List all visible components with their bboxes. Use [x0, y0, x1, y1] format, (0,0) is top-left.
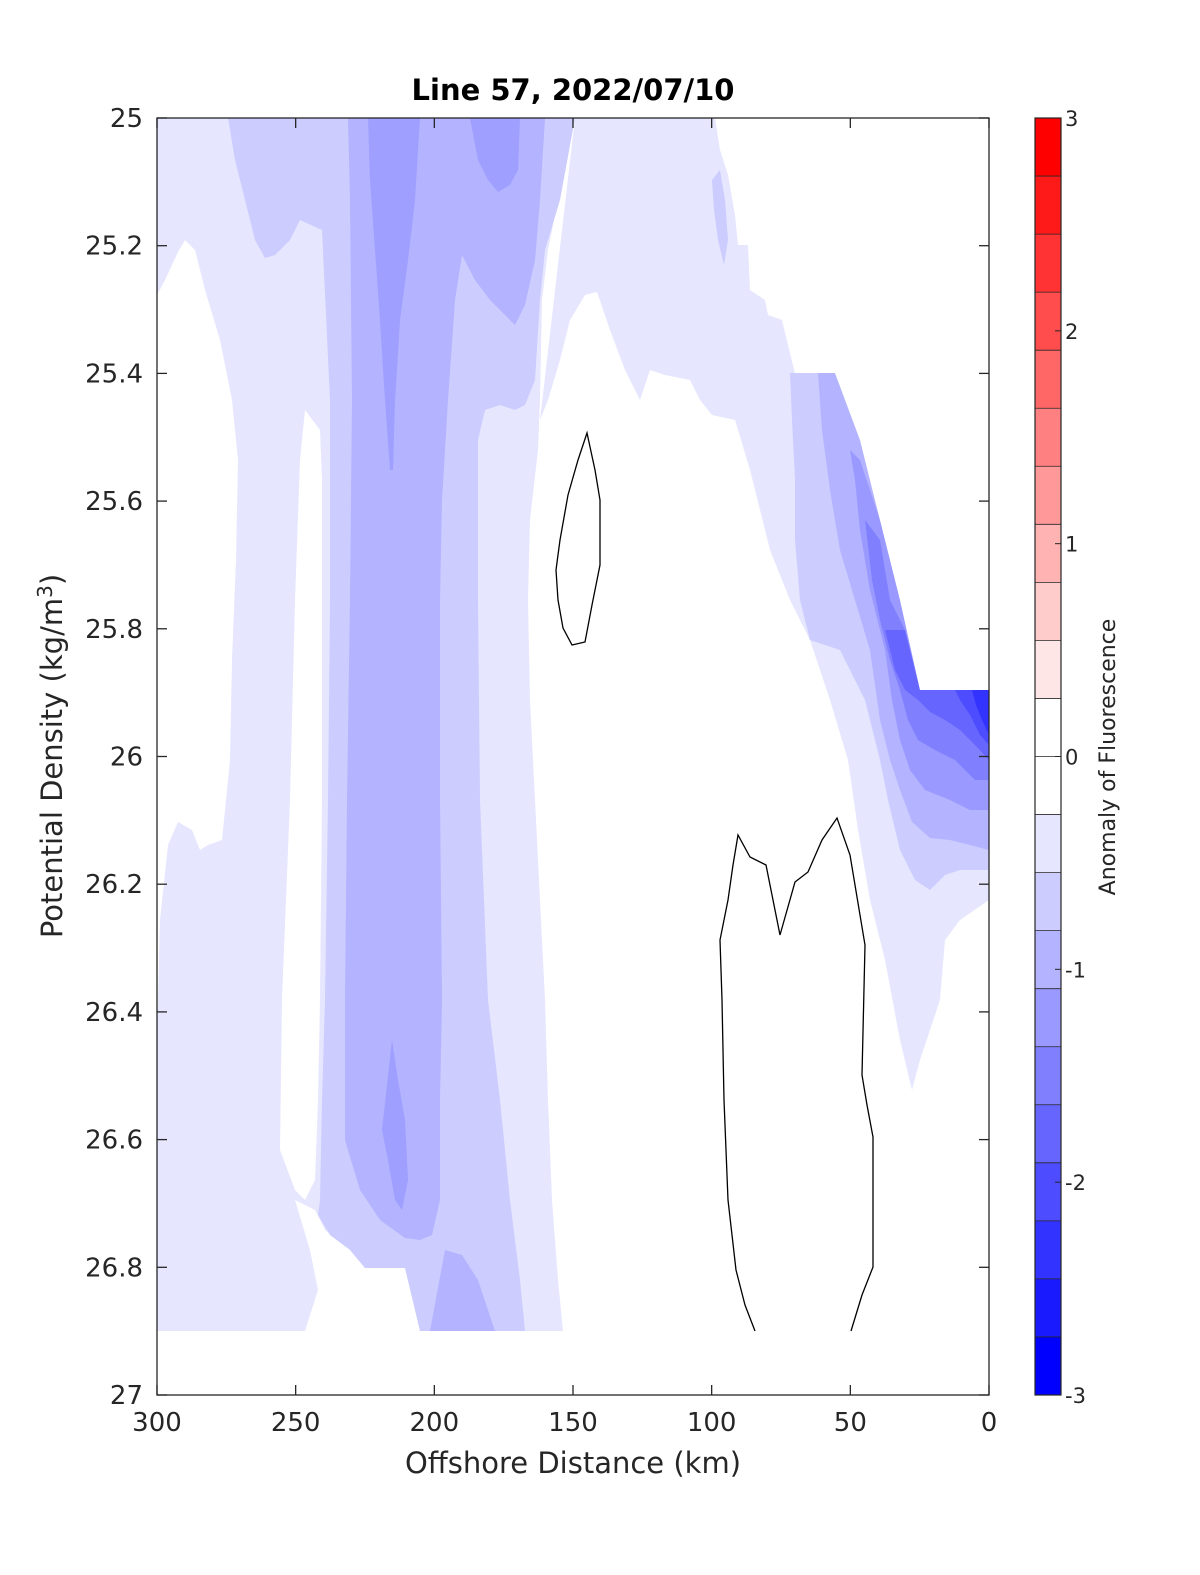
- colorbar-tick-label: 0: [1065, 746, 1078, 770]
- colorbar-tick-label: -3: [1065, 1384, 1086, 1408]
- y-tick-label: 27: [110, 1381, 143, 1411]
- colorbar-swatch: [1035, 350, 1061, 409]
- contour-fill-lvl4-bottom2: [430, 1250, 495, 1331]
- colorbar-swatch: [1035, 756, 1061, 816]
- contour-fill-lvl1-nearshore: [540, 118, 989, 1090]
- y-axis-label: Potential Density (kg/m3): [33, 574, 69, 938]
- contour-fill-near-lvl8: [972, 690, 989, 735]
- contour-fills: [157, 118, 989, 1331]
- colorbar-tick-labels: 3 2 1 0 -1 -2 -3: [1065, 107, 1086, 1408]
- contour-gap-bottom: [295, 1200, 420, 1331]
- y-axis-label-close: ): [35, 574, 69, 585]
- contour-gap-western: [157, 240, 238, 1040]
- colorbar-swatch: [1035, 1162, 1061, 1222]
- y-tick-label: 25.8: [85, 615, 143, 645]
- colorbar-swatch: [1035, 176, 1061, 235]
- contour-fill-lvl4-topright: [470, 118, 520, 192]
- axis-ticks: [156, 117, 990, 1396]
- x-tick-label: 0: [981, 1408, 998, 1438]
- colorbar-swatch: [1035, 698, 1061, 757]
- colorbar-swatch: [1035, 872, 1061, 932]
- y-axis-label-sup: 3: [33, 585, 57, 598]
- y-tick-label: 25.4: [85, 359, 143, 389]
- colorbar-swatch: [1035, 1220, 1061, 1280]
- colorbar-tick-label: -2: [1065, 1171, 1086, 1195]
- y-tick-label: 26.8: [85, 1253, 143, 1283]
- colorbar-swatch: [1035, 234, 1061, 293]
- colorbar-swatch: [1035, 1278, 1061, 1338]
- colorbar-swatch: [1035, 292, 1061, 351]
- colorbar-tick-label: -1: [1065, 958, 1086, 982]
- x-tick-label: 50: [834, 1408, 867, 1438]
- x-tick-label: 100: [687, 1408, 737, 1438]
- y-tick-label: 26.4: [85, 998, 143, 1028]
- x-tick-label: 150: [548, 1408, 598, 1438]
- x-tick-label: 250: [271, 1408, 321, 1438]
- contour-fill-lvl4-top: [368, 118, 420, 470]
- contour-gap-inner: [280, 410, 322, 1200]
- colorbar-swatch: [1035, 408, 1061, 467]
- colorbar-swatch: [1035, 582, 1061, 641]
- contour-fill-lvl4-bottom: [382, 1040, 408, 1210]
- contour-fill-patch-surface: [712, 170, 728, 265]
- colorbar-swatch: [1035, 524, 1061, 583]
- colorbar-swatch: [1035, 118, 1061, 177]
- y-axis-label-main: Potential Density (kg/m: [35, 598, 69, 938]
- contour-line-positive-2: [719, 816, 874, 1332]
- x-tick-labels: 300 250 200 150 100 50 0: [132, 1408, 997, 1438]
- y-tick-label: 26: [110, 743, 143, 773]
- colorbar-tick-label: 3: [1065, 107, 1078, 131]
- y-tick-label: 26.6: [85, 1126, 143, 1156]
- colorbar-tick-label: 1: [1065, 533, 1078, 557]
- colorbar-label: Anomaly of Fluorescence: [1096, 619, 1121, 896]
- contour-fill-near-lvl6: [885, 630, 989, 760]
- x-tick-label: 300: [132, 1408, 182, 1438]
- colorbar-swatch: [1035, 1046, 1061, 1106]
- y-tick-label: 25.6: [85, 487, 143, 517]
- no-data-region-top: [715, 118, 989, 690]
- colorbar-swatch: [1035, 466, 1061, 525]
- colorbar-tick-label: 2: [1065, 320, 1078, 344]
- y-tick-labels: 25 25.2 25.4 25.6 25.8 26 26.2 26.4 26.6 26.8 27: [85, 104, 143, 1411]
- colorbar-swatch: [1035, 988, 1061, 1048]
- contour-line-positive-1: [555, 430, 601, 646]
- colorbar-swatch: [1035, 930, 1061, 990]
- y-tick-label: 25: [110, 104, 143, 134]
- colorbar-swatch: [1035, 640, 1061, 699]
- y-tick-label: 26.2: [85, 870, 143, 900]
- colorbar-swatch: [1035, 1104, 1061, 1164]
- x-axis-label: Offshore Distance (km): [405, 1446, 741, 1480]
- colorbar: [1034, 117, 1062, 1396]
- chart-title: Line 57, 2022/07/10: [412, 73, 735, 107]
- colorbar-swatch: [1035, 1336, 1061, 1396]
- colorbar-swatch: [1035, 814, 1061, 874]
- x-tick-label: 200: [410, 1408, 460, 1438]
- y-tick-label: 25.2: [85, 232, 143, 262]
- no-data-region-bottom: [157, 1331, 989, 1395]
